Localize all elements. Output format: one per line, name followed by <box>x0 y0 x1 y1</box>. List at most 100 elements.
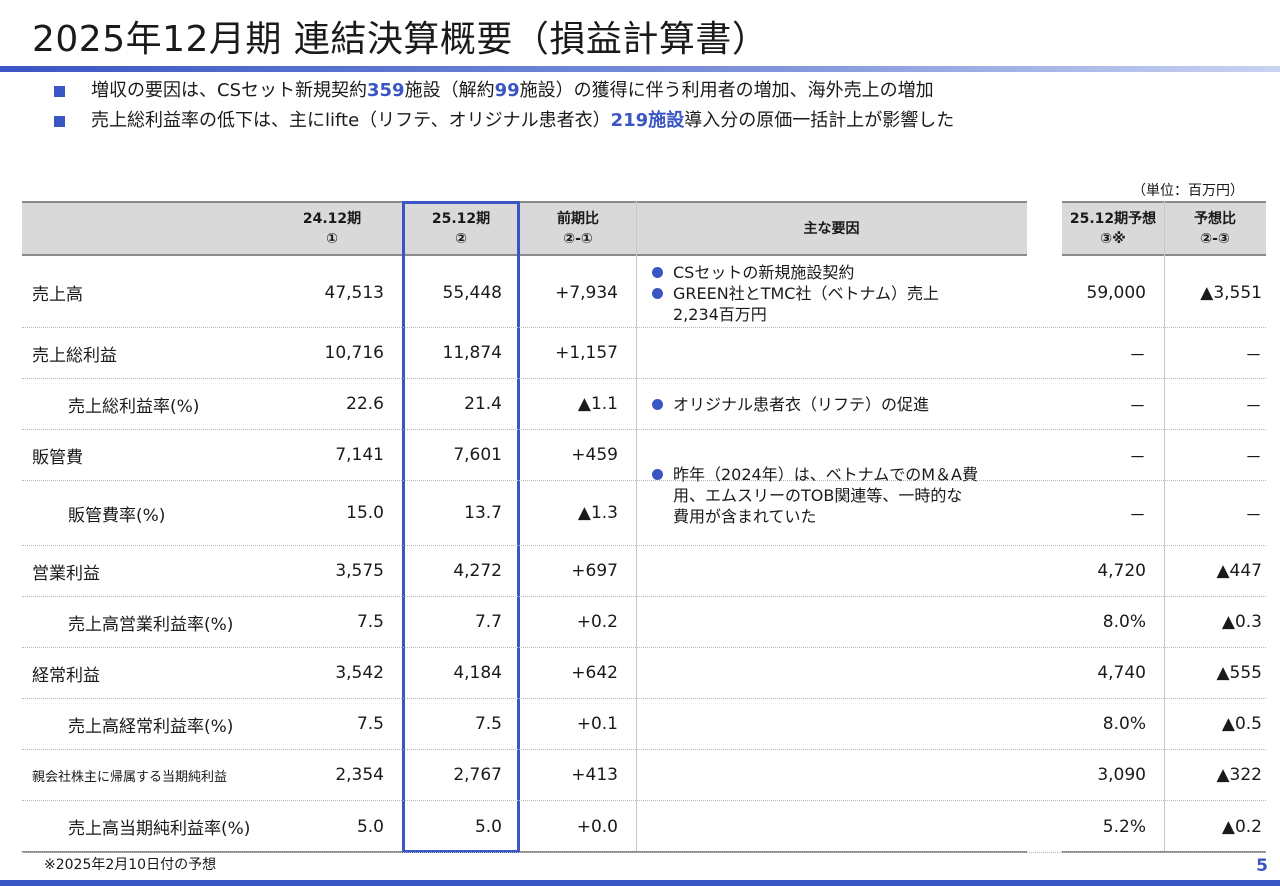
header-current-year: 25.12期 ② <box>431 210 491 247</box>
header-yoy: 前期比 ②-① <box>557 210 599 247</box>
current-year-value: 4,184 <box>453 663 502 683</box>
table-header-band <box>22 201 1027 256</box>
current-year-value: 7,601 <box>453 445 502 465</box>
forecast-value: － <box>1129 505 1146 526</box>
reason-item: GREEN社とTMC社（ベトナム）売上 2,234百万円 <box>646 283 1022 325</box>
highlighted-figure: 219施設 <box>610 110 685 131</box>
current-year-value: 55,448 <box>442 282 502 303</box>
reason-text: GREEN社とTMC社（ベトナム）売上 2,234百万円 <box>673 284 939 324</box>
row-label: 売上高経常利益率(%) <box>68 716 234 737</box>
table-row: 売上高 47,513 55,448 +7,934 59,000 ▲3,551 <box>22 258 1266 328</box>
row-label: 売上総利益率(%) <box>68 396 200 417</box>
forecast-value: 59,000 <box>1086 282 1146 303</box>
table-row: 販管費率(%) 15.0 13.7 ▲1.3 － － <box>22 481 1266 546</box>
forecast-value: 8.0% <box>1102 714 1146 734</box>
bullet-text: 施設）の獲得に伴う利用者の増加、海外売上の増加 <box>519 80 934 101</box>
prev-year-value: 7.5 <box>356 612 384 632</box>
forecast-value: － <box>1129 396 1146 417</box>
row-label: 営業利益 <box>32 563 100 584</box>
prev-year-value: 15.0 <box>346 503 384 523</box>
current-year-value: 7.5 <box>474 714 502 734</box>
forecast-value: 3,090 <box>1097 765 1146 785</box>
vs-forecast-value: － <box>1245 345 1262 366</box>
forecast-value: － <box>1129 345 1146 366</box>
header-vs-forecast: 予想比 ②-③ <box>1194 210 1236 247</box>
bullet-text: 導入分の原価一括計上が影響した <box>684 110 955 131</box>
yoy-change-value: ▲1.1 <box>577 394 618 414</box>
bullet-text: 売上総利益率の低下は、主にlifte（リフテ、オリジナル患者衣） <box>91 110 611 131</box>
prev-year-value: 10,716 <box>324 343 384 363</box>
vs-forecast-value: － <box>1245 505 1262 526</box>
vs-forecast-value: － <box>1245 396 1262 417</box>
table-row: 経常利益 3,542 4,184 +642 4,740 ▲555 <box>22 648 1266 699</box>
reason-group: 昨年（2024年）は、ベトナムでのM＆A費 用、エムスリーのTOB関連等、一時的… <box>646 464 1022 527</box>
row-label: 販管費 <box>32 447 83 468</box>
yoy-change-value: +697 <box>571 561 618 581</box>
vs-forecast-value: ▲0.5 <box>1221 714 1262 734</box>
table-row: 売上総利益 10,716 11,874 +1,157 － － <box>22 328 1266 379</box>
prev-year-value: 7,141 <box>335 445 384 465</box>
forecast-value: 8.0% <box>1102 612 1146 632</box>
yoy-change-value: +459 <box>571 445 618 465</box>
circle-bullet-icon <box>652 469 663 480</box>
row-label: 親会社株主に帰属する当期純利益 <box>32 769 228 785</box>
forecast-value: 4,740 <box>1097 663 1146 683</box>
reason-group: オリジナル患者衣（リフテ）の促進 <box>646 394 1022 415</box>
current-year-value: 11,874 <box>442 343 502 363</box>
yoy-change-value: +7,934 <box>555 282 618 303</box>
vs-forecast-value: ▲555 <box>1216 663 1262 683</box>
table-row: 売上高当期純利益率(%) 5.0 5.0 +0.0 5.2% ▲0.2 <box>22 801 1266 853</box>
bullet-text: 施設（解約 <box>404 80 495 101</box>
vs-forecast-value: ▲0.2 <box>1221 816 1262 837</box>
table-row: 営業利益 3,575 4,272 +697 4,720 ▲447 <box>22 546 1266 597</box>
vs-forecast-value: ▲0.3 <box>1221 612 1262 632</box>
forecast-value: － <box>1129 447 1146 468</box>
yoy-change-value: +0.2 <box>576 612 618 632</box>
summary-bullet: 増収の要因は、CSセット新規契約359施設（解約99施設）の獲得に伴う利用者の増… <box>54 76 954 106</box>
prev-year-value: 7.5 <box>356 714 384 734</box>
reason-item: オリジナル患者衣（リフテ）の促進 <box>646 394 1022 415</box>
current-year-value: 2,767 <box>453 765 502 785</box>
reason-text: 昨年（2024年）は、ベトナムでのM＆A費 用、エムスリーのTOB関連等、一時的… <box>673 465 978 526</box>
circle-bullet-icon <box>652 399 663 410</box>
yoy-change-value: ▲1.3 <box>577 503 618 523</box>
square-bullet-icon <box>54 85 65 97</box>
header-prev-year: 24.12期 ① <box>302 210 362 247</box>
vs-forecast-value: ▲322 <box>1216 765 1262 785</box>
row-label: 売上高営業利益率(%) <box>68 614 234 635</box>
table-row: 売上総利益率(%) 22.6 21.4 ▲1.1 － － <box>22 379 1266 430</box>
row-label: 販管費率(%) <box>68 505 166 526</box>
table-row: 親会社株主に帰属する当期純利益 2,354 2,767 +413 3,090 ▲322 <box>22 750 1266 801</box>
prev-year-value: 3,542 <box>335 663 384 683</box>
row-label: 経常利益 <box>32 665 100 686</box>
forecast-value: 5.2% <box>1102 816 1146 837</box>
highlighted-figure: 359 <box>367 80 405 101</box>
circle-bullet-icon <box>652 288 663 299</box>
yoy-change-value: +642 <box>571 663 618 683</box>
reason-item: 昨年（2024年）は、ベトナムでのM＆A費 用、エムスリーのTOB関連等、一時的… <box>646 464 1022 527</box>
header-forecast: 25.12期予想 ③※ <box>1069 210 1157 247</box>
forecast-divider <box>1164 201 1165 853</box>
yoy-change-value: +413 <box>571 765 618 785</box>
summary-bullets: 増収の要因は、CSセット新規契約359施設（解約99施設）の獲得に伴う利用者の増… <box>54 76 954 136</box>
page-title: 2025年12月期 連結決算概要（損益計算書） <box>32 19 769 60</box>
forecast-value: 4,720 <box>1097 561 1146 581</box>
vs-forecast-value: ▲447 <box>1216 561 1262 581</box>
table-row: 販管費 7,141 7,601 +459 － － <box>22 430 1266 481</box>
forecast-footnote: ※2025年2月10日付の予想 <box>44 857 217 873</box>
vs-forecast-value: ▲3,551 <box>1200 282 1262 303</box>
summary-bullet: 売上総利益率の低下は、主にlifte（リフテ、オリジナル患者衣）219施設導入分… <box>54 106 954 136</box>
current-year-value: 7.7 <box>474 612 502 632</box>
reasons-divider <box>636 201 637 853</box>
header-main-reasons: 主な要因 <box>803 220 860 237</box>
yoy-change-value: +0.1 <box>576 714 618 734</box>
yoy-change-value: +1,157 <box>555 343 618 363</box>
prev-year-value: 2,354 <box>335 765 384 785</box>
current-year-value: 4,272 <box>453 561 502 581</box>
prev-year-value: 3,575 <box>335 561 384 581</box>
prev-year-value: 5.0 <box>356 816 384 837</box>
title-underline <box>0 66 1280 72</box>
current-year-value: 13.7 <box>464 503 502 523</box>
footer-bar <box>0 880 1280 886</box>
table-row: 売上高営業利益率(%) 7.5 7.7 +0.2 8.0% ▲0.3 <box>22 597 1266 648</box>
